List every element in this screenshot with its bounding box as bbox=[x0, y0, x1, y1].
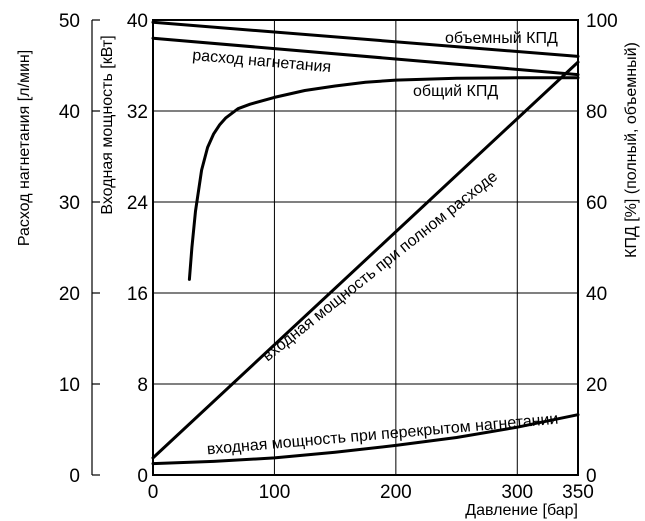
power-axis-ticks: 0 8 16 24 32 40 bbox=[127, 11, 149, 487]
efficiency-tick-label: 20 bbox=[586, 375, 607, 396]
x-tick-label: 350 bbox=[562, 482, 594, 503]
flow-tick-label: 40 bbox=[59, 102, 80, 123]
flow-tick-label: 20 bbox=[59, 284, 80, 305]
power-axis-title: Входная мощность [кВт] bbox=[99, 35, 116, 214]
efficiency-tick-label: 0 bbox=[586, 466, 597, 487]
power-tick-label: 40 bbox=[127, 11, 148, 32]
series-lines bbox=[151, 20, 580, 466]
x-tick-label: 300 bbox=[501, 482, 533, 503]
x-tick-label: 0 bbox=[148, 482, 159, 503]
efficiency-axis-title: КПД [%] (полный, объемный) bbox=[623, 42, 640, 258]
efficiency-tick-label: 60 bbox=[586, 193, 607, 214]
series-line-5 bbox=[151, 413, 580, 466]
flow-axis-ticks: 0 10 20 30 40 50 bbox=[59, 11, 100, 487]
series-annotation-4: входная мощность при полном расходе bbox=[259, 168, 501, 365]
efficiency-tick-label: 40 bbox=[586, 284, 607, 305]
flow-tick-label: 10 bbox=[59, 375, 80, 396]
grid-lines bbox=[153, 20, 578, 475]
power-tick-label: 24 bbox=[127, 193, 149, 214]
x-axis-ticks: 0 100 200 300 350 bbox=[148, 482, 594, 503]
flow-axis-title: Расход нагнетания [л/мин] bbox=[16, 50, 33, 246]
series-line-2 bbox=[151, 36, 580, 77]
series-annotation-3: общий КПД bbox=[413, 83, 498, 100]
power-tick-label: 16 bbox=[127, 284, 148, 305]
series-line-4 bbox=[151, 60, 580, 460]
efficiency-axis-ticks: 0 20 40 60 80 100 bbox=[586, 11, 618, 487]
power-tick-label: 8 bbox=[137, 375, 148, 396]
efficiency-tick-label: 80 bbox=[586, 102, 607, 123]
series-line-3 bbox=[187, 76, 580, 281]
flow-tick-label: 0 bbox=[69, 466, 80, 487]
series-annotation-1: объемный КПД bbox=[445, 30, 558, 47]
efficiency-tick-label: 100 bbox=[586, 11, 618, 32]
power-tick-label: 32 bbox=[127, 102, 148, 123]
flow-tick-label: 30 bbox=[59, 193, 80, 214]
plot-frame bbox=[152, 19, 579, 476]
flow-tick-label: 50 bbox=[59, 11, 80, 32]
x-axis-title: Давление [бар] bbox=[465, 502, 578, 519]
x-tick-label: 100 bbox=[259, 482, 291, 503]
power-tick-label: 0 bbox=[137, 466, 148, 487]
series-annotation-5: входная мощность при перекрытом нагнетан… bbox=[206, 411, 559, 459]
series-line-1 bbox=[151, 20, 580, 58]
x-tick-label: 200 bbox=[380, 482, 412, 503]
